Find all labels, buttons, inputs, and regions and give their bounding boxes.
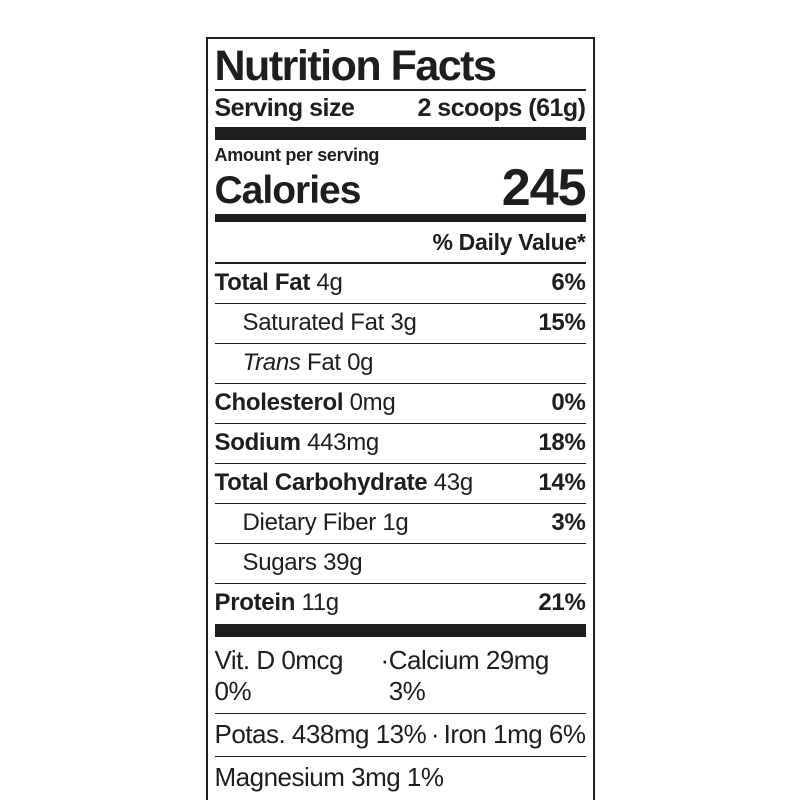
daily-value-header: % Daily Value* (214, 222, 586, 265)
row-total-fat: Total Fat 4g 6% (214, 264, 586, 305)
micro-left: Potas. 438mg 13% (214, 719, 427, 750)
nutrient-amount: 443mg (307, 429, 379, 457)
row-total-carbohydrate: Total Carbohydrate 43g 14% (214, 464, 586, 505)
nutrient-amount: 43g (433, 469, 473, 497)
micro-left: Vit. D 0mcg 0% (214, 645, 344, 707)
row-sugars: Sugars 39g (214, 544, 586, 585)
nutrient-amount: 4g (316, 269, 343, 297)
row-dietary-fiber: Dietary Fiber 1g 3% (214, 504, 586, 545)
nutrient-text: Sodium 443mg (214, 429, 380, 457)
thick-bar-bottom (214, 624, 586, 638)
micro-right: Iron 1mg 6% (443, 719, 586, 750)
serving-size-label: Serving size (214, 94, 355, 123)
nutrient-dv: 6% (551, 269, 586, 297)
nutrient-amount: 1g (382, 509, 409, 537)
nutrient-text: Saturated Fat 3g (215, 309, 417, 337)
nutrient-dv: 0% (551, 389, 586, 417)
nutrient-text: Cholesterol 0mg (215, 389, 396, 417)
title-divider (214, 89, 586, 92)
nutrient-name: Cholesterol (214, 389, 344, 417)
micro-separator: · (430, 719, 440, 750)
row-cholesterol: Cholesterol 0mg 0% (214, 384, 586, 425)
nutrient-amount: 39g (323, 549, 363, 577)
serving-size-row: Serving size 2 scoops (61g) (214, 91, 587, 127)
label-title: Nutrition Facts (214, 42, 497, 90)
nutrient-text: Sugars 39g (215, 549, 363, 577)
nutrient-name: Saturated Fat (242, 309, 385, 337)
row-trans-fat: Trans Fat 0g (214, 344, 586, 385)
row-saturated-fat: Saturated Fat 3g 15% (214, 304, 586, 345)
nutrient-text: Dietary Fiber 1g (215, 509, 409, 537)
micro-right: Calcium 29mg 3% (388, 645, 550, 707)
nutrient-amount: 0mg (349, 389, 396, 417)
nutrient-dv: 18% (538, 429, 586, 457)
nutrient-text: Trans Fat 0g (215, 349, 374, 377)
nutrient-text: Total Carbohydrate 43g (214, 469, 474, 497)
micro-row-potassium-iron: Potas. 438mg 13% · Iron 1mg 6% (214, 714, 586, 758)
row-protein: Protein 11g 21% (215, 584, 586, 624)
micro-separator: · (380, 645, 390, 676)
calories-label: Calories (214, 169, 362, 213)
micro-row-magnesium: Magnesium 3mg 1% (215, 757, 586, 800)
nutrition-facts-label: Nutrition Facts Serving size 2 scoops (6… (205, 37, 595, 800)
nutrient-name: Sodium (214, 429, 302, 457)
nutrient-dv: 21% (538, 589, 586, 617)
amount-per-serving-label: Amount per serving (214, 145, 380, 166)
nutrient-amount: 11g (301, 589, 339, 617)
calories-value: 245 (501, 159, 587, 218)
micro-row-vitd-calcium: Vit. D 0mcg 0% · Calcium 29mg 3% (214, 640, 586, 715)
medium-bar-calories (214, 214, 586, 223)
nutrient-text: Protein 11g (214, 589, 340, 617)
thick-bar-top (214, 127, 586, 141)
nutrient-dv: 14% (538, 469, 586, 497)
nutrient-name: Dietary Fiber (242, 509, 377, 537)
serving-size-value: 2 scoops (61g) (417, 94, 586, 123)
micro-left: Magnesium 3mg 1% (214, 762, 445, 793)
nutrient-amount: Fat 0g (306, 349, 374, 377)
nutrient-name: Protein (214, 589, 296, 617)
nutrient-name: Total Fat (214, 269, 311, 297)
nutrient-name: Trans (242, 349, 301, 377)
nutrient-amount: 3g (390, 309, 417, 337)
nutrient-dv: 15% (538, 309, 586, 337)
nutrient-text: Total Fat 4g (215, 269, 343, 297)
nutrient-name: Sugars (242, 549, 318, 577)
nutrient-dv: 3% (551, 509, 586, 537)
nutrient-name: Total Carbohydrate (214, 469, 428, 497)
calories-row: Calories 245 (214, 159, 587, 218)
row-sodium: Sodium 443mg 18% (214, 424, 586, 465)
